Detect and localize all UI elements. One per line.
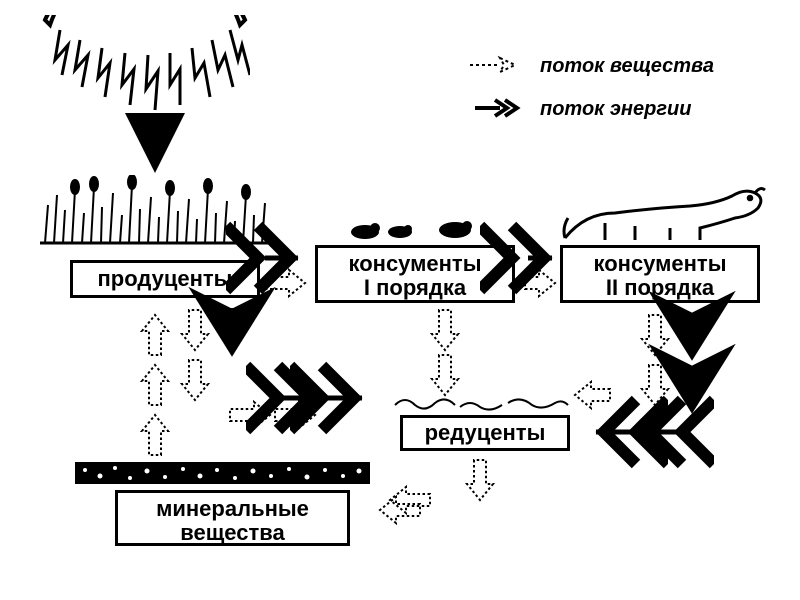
node-minerals: минеральные вещества	[115, 490, 350, 546]
sun-illustration	[40, 15, 250, 135]
node-consumers-2: консументы II порядка	[560, 245, 760, 303]
soil-illustration	[75, 462, 370, 484]
legend-matter-icon	[470, 58, 515, 72]
node-producers: продуценты	[70, 260, 260, 298]
node-minerals-l1: минеральные	[126, 497, 339, 521]
node-consumers-1-l1: консументы	[326, 252, 504, 276]
legend-energy-icon	[475, 100, 517, 116]
predator-illustration	[560, 178, 770, 243]
node-decomposers-label: редуценты	[425, 421, 546, 445]
worms-illustration	[390, 385, 570, 415]
node-producers-label: продуценты	[98, 267, 233, 291]
node-minerals-l2: вещества	[126, 521, 339, 545]
legend-matter-label: поток вещества	[540, 55, 714, 78]
node-decomposers: редуценты	[400, 415, 570, 451]
node-consumers-2-l2: II порядка	[571, 276, 749, 300]
ecosystem-diagram: { "type": "flowchart", "background_color…	[0, 0, 800, 600]
legend-energy-label: поток энергии	[540, 98, 691, 121]
grass-illustration	[40, 175, 270, 245]
rodents-illustration	[345, 210, 495, 240]
node-consumers-1-l2: I порядка	[326, 276, 504, 300]
node-consumers-2-l1: консументы	[571, 252, 749, 276]
node-consumers-1: консументы I порядка	[315, 245, 515, 303]
